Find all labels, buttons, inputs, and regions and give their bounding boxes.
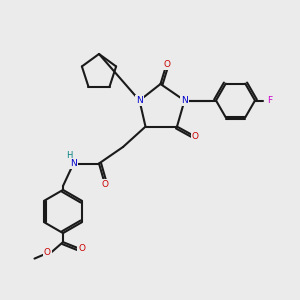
- Text: O: O: [163, 60, 170, 69]
- Text: N: N: [181, 96, 188, 105]
- Text: O: O: [191, 132, 199, 141]
- Text: F: F: [267, 96, 272, 105]
- Text: O: O: [78, 244, 85, 253]
- Text: N: N: [136, 96, 143, 105]
- Text: H: H: [66, 152, 72, 160]
- Text: O: O: [101, 180, 109, 189]
- Text: O: O: [44, 248, 51, 257]
- Text: N: N: [70, 159, 77, 168]
